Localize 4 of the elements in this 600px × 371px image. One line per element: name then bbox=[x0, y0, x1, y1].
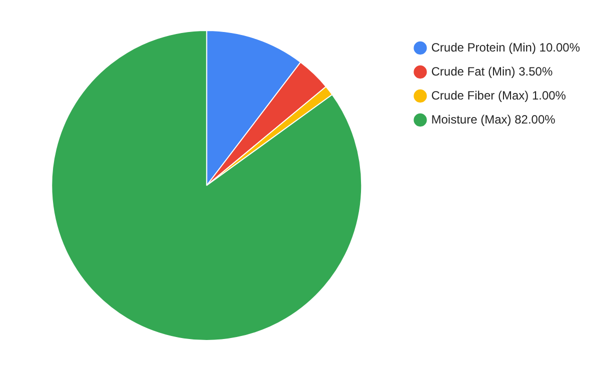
legend-label: Moisture (Max) 82.00% bbox=[431, 112, 556, 126]
legend-label: Crude Fat (Min) 3.50% bbox=[431, 64, 553, 78]
legend-label: Crude Protein (Min) 10.00% bbox=[431, 40, 580, 54]
legend-label: Crude Fiber (Max) 1.00% bbox=[431, 88, 566, 102]
